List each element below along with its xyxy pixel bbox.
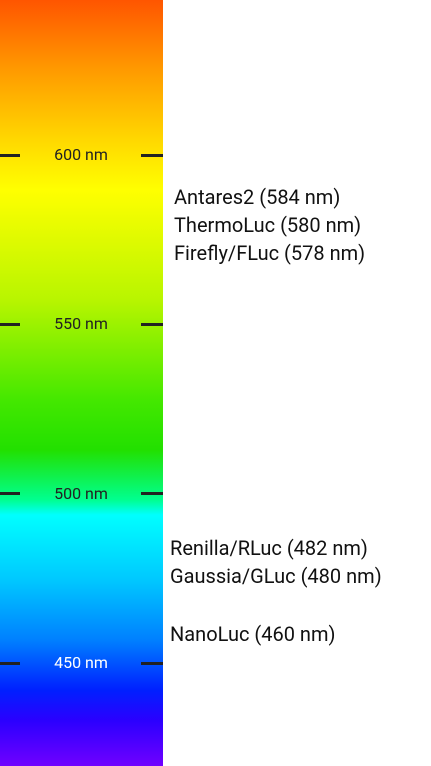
tick-mark [141, 492, 163, 496]
tick-mark [141, 322, 163, 326]
tick-mark [0, 492, 20, 496]
tick-mark [0, 661, 20, 665]
luciferase-label: NanoLuc (460 nm) [170, 622, 336, 646]
tick-mark [0, 322, 20, 326]
tick-label: 450 nm [54, 653, 108, 673]
luciferase-label: Renilla/RLuc (482 nm) [170, 536, 368, 560]
tick-mark [141, 661, 163, 665]
luciferase-label: ThermoLuc (580 nm) [174, 213, 362, 237]
tick-mark [0, 153, 20, 157]
luciferase-label: Antares2 (584 nm) [174, 185, 341, 209]
luciferase-label: Gaussia/GLuc (480 nm) [170, 564, 382, 588]
spectrum-bar [0, 0, 163, 766]
tick-label: 500 nm [54, 483, 108, 503]
tick-label: 600 nm [54, 145, 108, 164]
tick-mark [141, 153, 163, 157]
luciferase-label: Firefly/FLuc (578 nm) [174, 241, 366, 265]
tick-label: 550 nm [54, 314, 108, 334]
